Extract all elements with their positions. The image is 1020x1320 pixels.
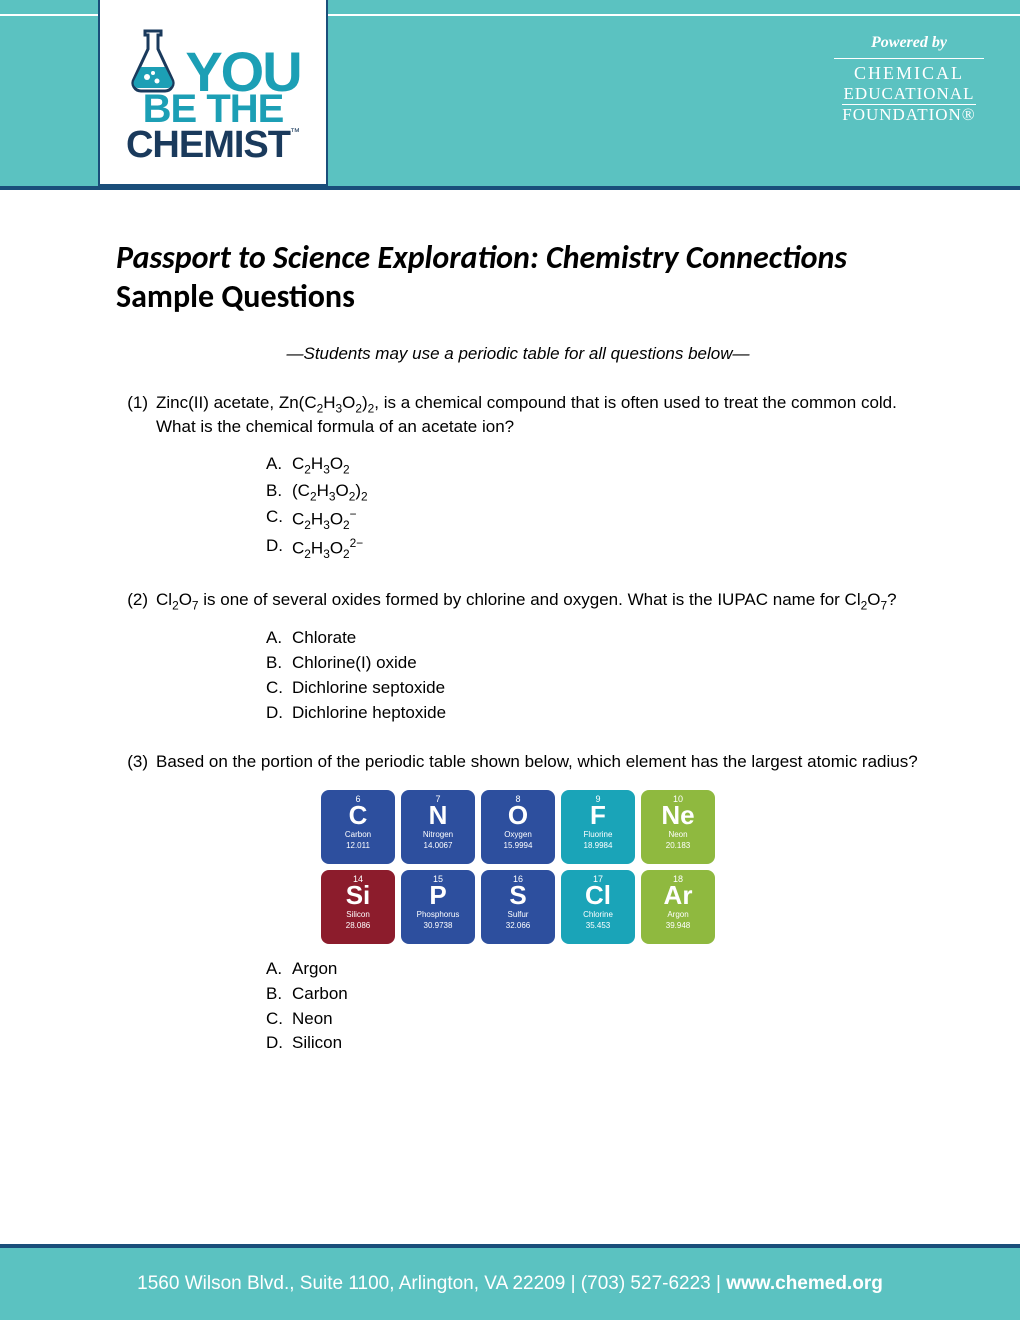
header-band: YOU BE THE CHEMIST™ Powered by CHEMICAL … <box>0 0 1020 190</box>
element-tile-n: 7NNitrogen14.0067 <box>401 790 475 864</box>
cef-foundation: FOUNDATION® <box>834 105 984 125</box>
q3-text: Based on the portion of the periodic tab… <box>156 751 920 774</box>
q2-choice-c: C.Dichlorine septoxide <box>266 677 920 700</box>
q3-choice-b: B.Carbon <box>266 983 920 1006</box>
q3-choices: A.Argon B.Carbon C.Neon D.Silicon <box>266 958 920 1056</box>
q1-text: Zinc(II) acetate, Zn(C2H3O2)2, is a chem… <box>156 392 920 439</box>
note: —Students may use a periodic table for a… <box>116 344 920 364</box>
footer-link[interactable]: www.chemed.org <box>726 1273 883 1294</box>
q2-choice-b: B.Chlorine(I) oxide <box>266 652 920 675</box>
ybt-logo: YOU BE THE CHEMIST™ <box>125 27 300 163</box>
periodic-table: 6CCarbon12.0117NNitrogen14.00678OOxygen1… <box>116 790 920 944</box>
q2-choice-d: D.Dichlorine heptoxide <box>266 702 920 725</box>
content: Passport to Science Exploration: Chemist… <box>0 190 1020 1244</box>
q3-choice-d: D.Silicon <box>266 1032 920 1055</box>
q1-choice-c: C.C2H3O2− <box>266 506 920 533</box>
element-tile-p: 15PPhosphorus30.9738 <box>401 870 475 944</box>
footer-band: 1560 Wilson Blvd., Suite 1100, Arlington… <box>0 1244 1020 1320</box>
cef-chemical: CHEMICAL <box>834 63 984 84</box>
question-2: (2) Cl2O7 is one of several oxides forme… <box>116 589 920 725</box>
logo-bethe: BE THE <box>125 91 300 128</box>
q1-choices: A.C2H3O2 B.(C2H3O2)2 C.C2H3O2− D.C2H3O22… <box>266 453 920 562</box>
q3-num: (3) <box>116 751 156 774</box>
element-tile-f: 9FFluorine18.9984 <box>561 790 635 864</box>
element-tile-ne: 10NeNeon20.183 <box>641 790 715 864</box>
element-tile-s: 16SSulfur32.066 <box>481 870 555 944</box>
q1-num: (1) <box>116 392 156 439</box>
q1-choice-d: D.C2H3O22− <box>266 535 920 562</box>
cef-rule-top <box>834 58 984 59</box>
footer-text: 1560 Wilson Blvd., Suite 1100, Arlington… <box>137 1273 883 1295</box>
page: YOU BE THE CHEMIST™ Powered by CHEMICAL … <box>0 0 1020 1320</box>
element-tile-o: 8OOxygen15.9994 <box>481 790 555 864</box>
logo-chemist: CHEMIST <box>126 124 290 166</box>
question-1: (1) Zinc(II) acetate, Zn(C2H3O2)2, is a … <box>116 392 920 563</box>
q1-choice-b: B.(C2H3O2)2 <box>266 480 920 504</box>
q2-num: (2) <box>116 589 156 613</box>
title-line2: Sample Questions <box>116 277 920 316</box>
q2-choices: A.Chlorate B.Chlorine(I) oxide C.Dichlor… <box>266 627 920 725</box>
title-line1: Passport to Science Exploration: Chemist… <box>116 238 920 277</box>
powered-by-label: Powered by <box>834 34 984 52</box>
q2-text: Cl2O7 is one of several oxides formed by… <box>156 589 920 613</box>
element-tile-c: 6CCarbon12.011 <box>321 790 395 864</box>
q2-choice-a: A.Chlorate <box>266 627 920 650</box>
footer-address: 1560 Wilson Blvd., Suite 1100, Arlington… <box>137 1273 726 1294</box>
cef-educational: EDUCATIONAL <box>842 84 977 105</box>
q3-choice-c: C.Neon <box>266 1008 920 1031</box>
element-tile-ar: 18ArArgon39.948 <box>641 870 715 944</box>
q1-choice-a: A.C2H3O2 <box>266 453 920 477</box>
q3-choice-a: A.Argon <box>266 958 920 981</box>
logo-box: YOU BE THE CHEMIST™ <box>98 0 328 186</box>
logo-tm: ™ <box>290 127 300 138</box>
element-tile-cl: 17ClChlorine35.453 <box>561 870 635 944</box>
powered-box: Powered by CHEMICAL EDUCATIONAL FOUNDATI… <box>834 34 984 125</box>
question-3: (3) Based on the portion of the periodic… <box>116 751 920 1056</box>
element-tile-si: 14SiSilicon28.086 <box>321 870 395 944</box>
